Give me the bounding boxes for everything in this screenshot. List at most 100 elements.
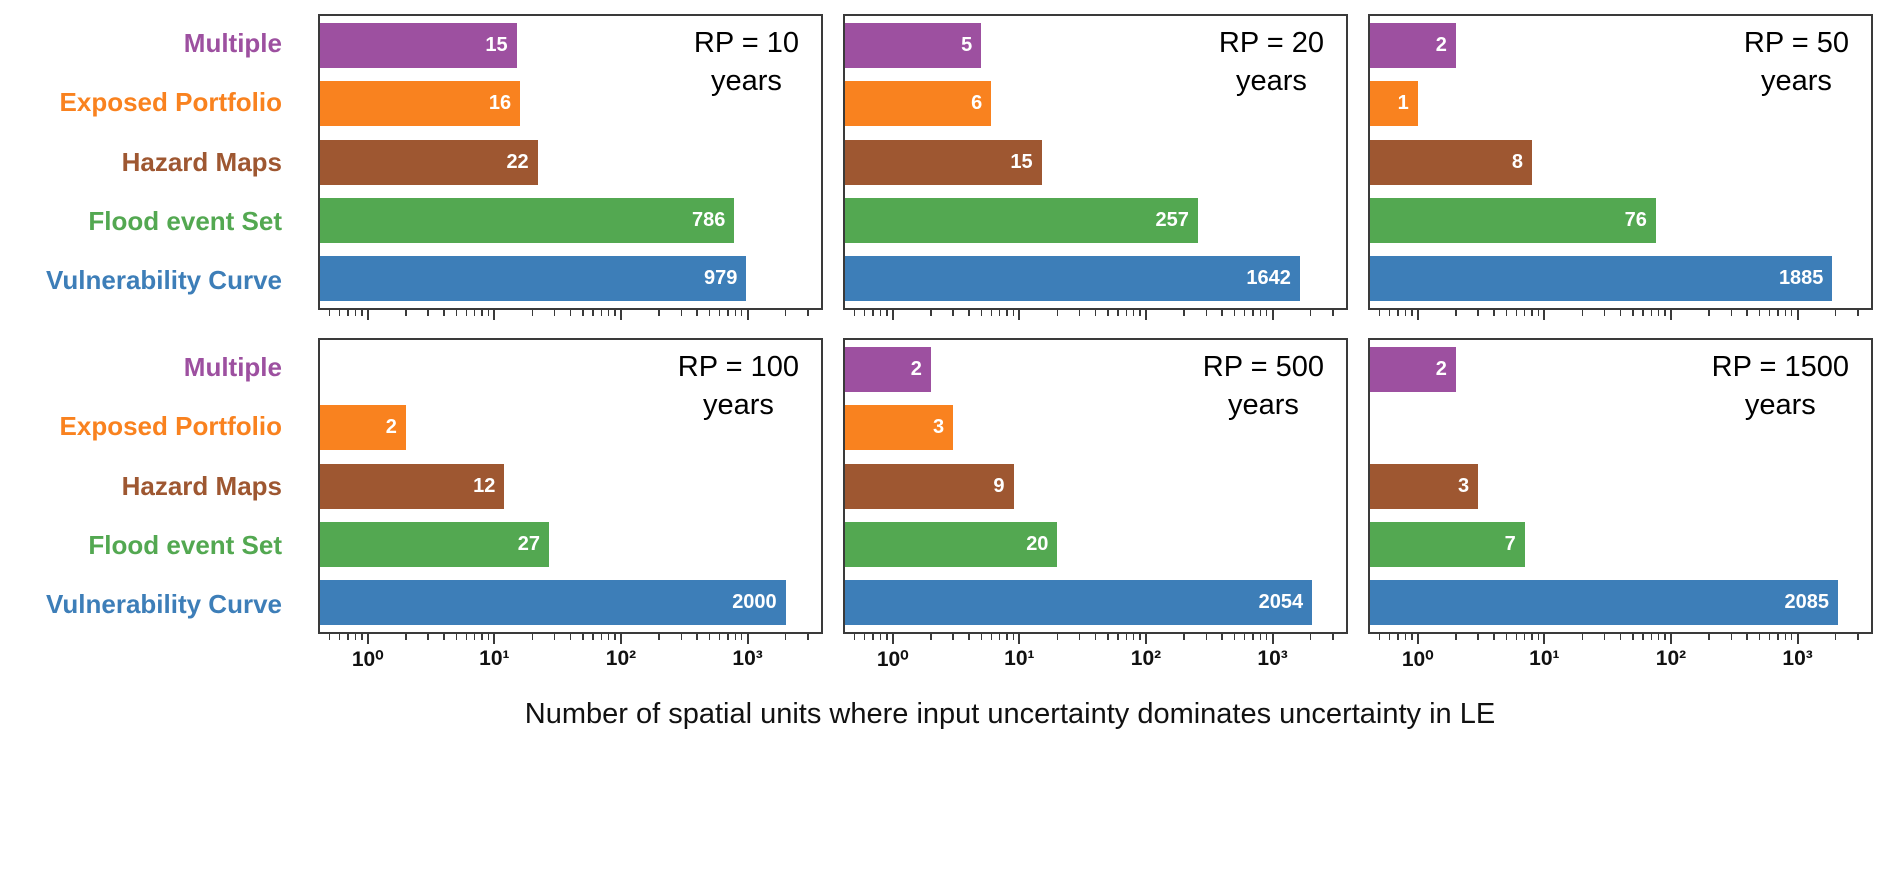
x-axis-minor-tick [1079,310,1081,316]
x-axis-rp-1500: 10⁰ 10¹ 10² 10³ [1368,634,1873,676]
x-axis-minor-tick [1657,634,1660,640]
x-axis-minor-tick [1664,634,1666,640]
x-axis-minor-tick [582,634,584,640]
x-axis-minor-tick [734,310,736,316]
x-axis-minor-tick [1139,310,1141,316]
x-axis-minor-tick [1233,634,1236,640]
x-tick-label-10: 10⁰ [1401,648,1434,671]
bar-value-label: 2 [1435,357,1447,380]
x-axis-minor-tick [1094,310,1097,316]
x-axis-minor-tick [680,310,683,316]
x-axis-minor-tick [785,310,787,316]
x-axis-minor-tick [1125,634,1128,640]
x-axis-minor-tick [734,634,736,640]
x-axis-minor-tick [1581,634,1584,640]
rp-title-line2: years [702,389,774,421]
x-axis-minor-tick [785,634,787,640]
x-axis-minor-tick [1632,310,1634,316]
x-axis-minor-tick [999,634,1001,640]
bar-value-label: 7 [1504,532,1516,555]
x-axis-minor-tick [1266,310,1268,316]
x-axis-minor-tick [1768,310,1771,316]
bar-value-label: 8 [1511,150,1524,173]
x-axis-minor-tick [952,310,954,316]
x-axis-minor-tick [1730,310,1733,316]
x-axis-minor-tick [465,634,467,640]
x-axis-minor-tick [1125,310,1128,316]
x-axis-minor-tick [853,310,856,316]
plot-area-rp-500: RP = 500 years 2 3 9 20 2054 [843,338,1348,634]
x-axis-minor-tick [1746,634,1748,640]
x-axis-minor-tick [1455,310,1457,316]
rp-title-line2: years [1236,65,1307,97]
x-axis-minor-tick [1604,634,1606,640]
bar-value-label: 16 [488,92,512,115]
plot-area-rp-100: RP = 100 years 2 12 27 2000 [318,338,823,634]
x-axis-major-tick [493,310,496,320]
x-axis-minor-tick [1477,634,1479,640]
x-axis-major-tick [1271,634,1274,644]
x-axis-minor-tick [347,310,349,316]
x-axis-minor-tick [361,310,363,316]
chart-row-1: Multiple Exposed Portfolio Hazard Maps Floo… [10,14,1873,322]
x-axis-minor-tick [1708,634,1710,640]
bar-exposed-portfolio: 2 [320,405,406,451]
x-axis-major-tick [1018,310,1021,320]
panel-title-rp-10: RP = 10 years [694,24,799,100]
x-axis-minor-tick [1259,310,1261,316]
x-axis-minor-tick [1642,310,1644,316]
x-tick-label-10: 10² [1130,647,1162,670]
bar-value-label: 2054 [1258,591,1304,614]
x-tick-label-10: 10¹ [479,647,510,670]
x-axis-minor-tick [1857,634,1859,640]
bar-hazard-maps: 12 [320,463,505,509]
x-axis-title: Number of spatial units where input unce… [524,698,1496,730]
bar-vulnerability-curve: 2054 [845,580,1313,626]
x-axis-major-tick [1416,310,1419,320]
x-axis-minor-tick [872,310,874,316]
bar-value-label: 1885 [1778,267,1824,290]
x-axis-minor-tick [1388,634,1391,640]
x-axis-rp-50 [1368,310,1873,322]
x-axis-minor-tick [741,310,743,316]
x-axis-minor-tick [614,634,616,640]
x-axis-minor-tick [807,310,809,316]
bar-multiple: 2 [1370,22,1456,68]
x-axis-minor-tick [1183,634,1185,640]
x-axis-minor-tick [443,634,445,640]
x-axis-minor-tick [1006,634,1008,640]
x-axis-major-tick [366,310,369,320]
panels-grid: Multiple Exposed Portfolio Hazard Maps Floo… [10,14,1873,676]
x-axis-minor-tick [531,634,534,640]
x-axis-minor-tick [1505,634,1507,640]
panel-title-rp-1500: RP = 1500 years [1712,348,1849,424]
bar-value-label: 3 [1457,474,1470,497]
bar-value-label: 6 [971,92,983,115]
bar-value-label: 15 [1010,150,1033,173]
x-axis-minor-tick [1768,634,1771,640]
x-axis-major-tick [1543,310,1546,320]
x-axis-minor-tick [1117,310,1119,316]
x-axis-major-tick [619,310,622,320]
x-axis-minor-tick [1604,310,1606,316]
x-axis-minor-tick [1132,634,1135,640]
bar-value-label: 1 [1397,92,1409,115]
x-axis-minor-tick [980,310,982,316]
x-axis-minor-tick [531,310,534,316]
x-axis-major-tick [746,310,749,320]
bar-value-label: 27 [517,532,540,555]
x-axis-minor-tick [680,634,683,640]
x-axis-minor-tick [354,310,357,316]
rp-title-line2: years [1761,65,1832,97]
x-axis-minor-tick [1397,310,1399,316]
x-axis-minor-tick [1221,310,1223,316]
x-axis-minor-tick [968,634,970,640]
x-axis-minor-tick [1012,310,1015,316]
x-axis-minor-tick [569,634,572,640]
bar-multiple: 15 [320,22,517,68]
x-axis-minor-tick [1642,634,1644,640]
x-axis-minor-tick [1404,634,1407,640]
x-axis-minor-tick [1205,310,1208,316]
x-axis-minor-tick [1505,310,1507,316]
